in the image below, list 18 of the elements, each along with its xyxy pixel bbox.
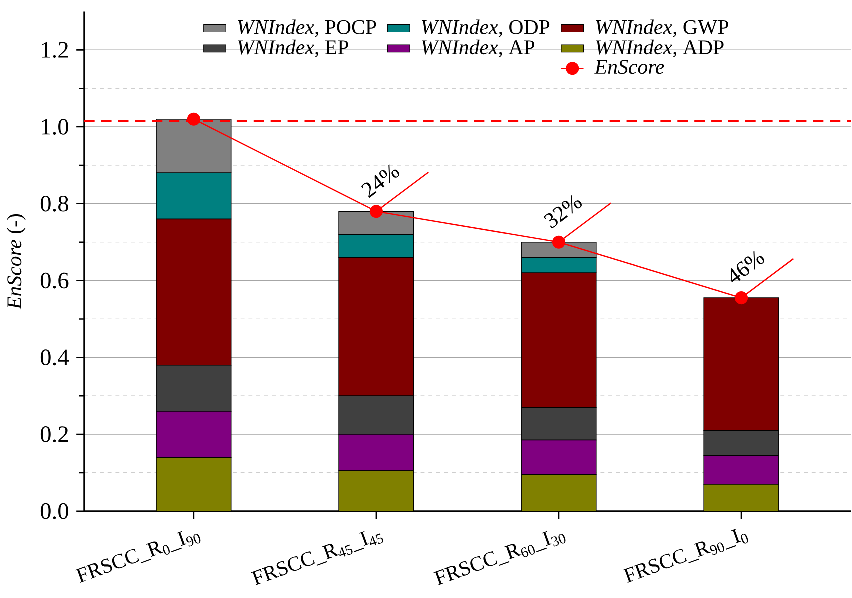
legend-label: WNIndex, EP	[238, 40, 348, 58]
legend-label: WNIndex, POCP	[238, 20, 376, 38]
legend-label: WNIndex, GWP	[596, 20, 728, 38]
y-tick-label: 1.2	[42, 42, 68, 58]
y-tick-label: 0.4	[40, 350, 70, 366]
legend-label: EnScore	[594, 60, 664, 74]
annotation: 46%	[731, 251, 765, 282]
annotation: 32%	[544, 195, 582, 229]
y-tick-label: 0.2	[40, 426, 68, 443]
y-tick-label: 0.8	[40, 196, 68, 212]
annotation: 24%	[361, 164, 400, 198]
y-tick-label: 0.0	[40, 503, 68, 520]
legend-label: WNIndex, ADP	[596, 40, 724, 58]
y-tick-label: 1.0	[42, 119, 68, 136]
y-axis-title: EnScore (-)	[6, 214, 26, 310]
legend-label: WNIndex, AP	[422, 40, 535, 58]
y-tick-label: 0.6	[40, 272, 69, 289]
legend-label: WNIndex, ODP	[422, 20, 550, 38]
